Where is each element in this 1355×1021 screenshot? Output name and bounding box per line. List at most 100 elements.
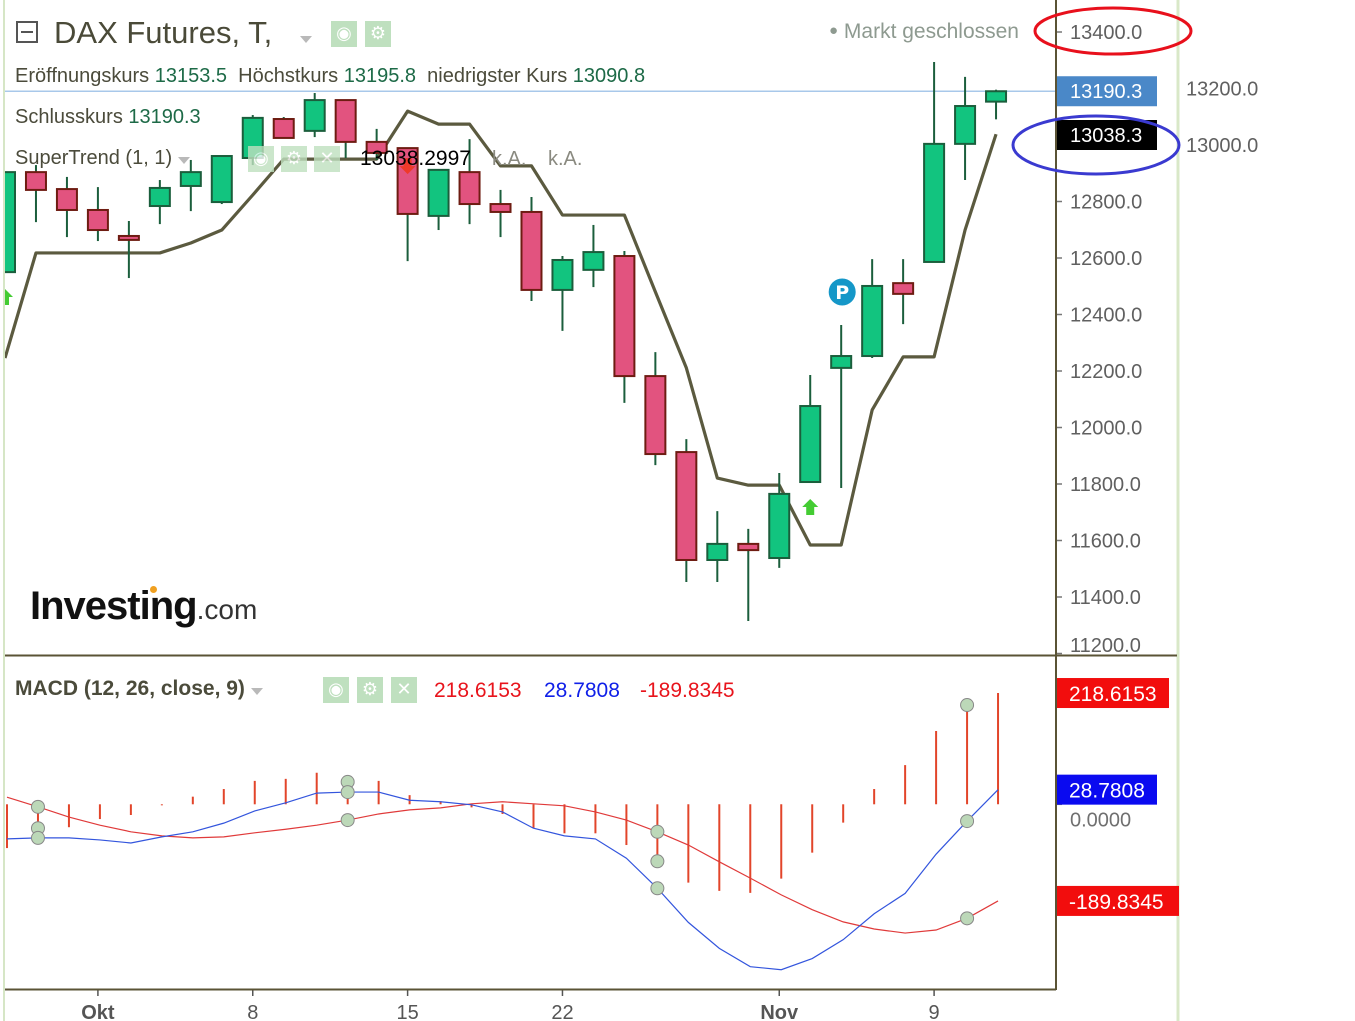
candle-up[interactable] — [923, 61, 946, 263]
crossover-marker — [960, 698, 975, 713]
candle-body — [303, 99, 326, 132]
candle-up[interactable] — [551, 256, 574, 331]
candle-body — [427, 168, 450, 217]
candle-up[interactable] — [179, 159, 202, 212]
collapse-icon[interactable] — [16, 21, 38, 43]
high-label: Höchstkurs — [238, 65, 339, 87]
candle-up[interactable] — [954, 76, 977, 181]
candle-down[interactable] — [334, 99, 357, 158]
supertrend-price-label: 13038.3 — [1070, 125, 1142, 147]
candle-body — [582, 251, 605, 271]
supertrend-dropdown-icon[interactable] — [177, 157, 190, 164]
candle-down[interactable] — [458, 139, 481, 225]
candle-down[interactable] — [644, 352, 667, 466]
supertrend-label: SuperTrend (1, 1) — [15, 147, 173, 169]
candle-up[interactable] — [210, 155, 233, 205]
crossover-marker — [30, 799, 45, 814]
candle-body — [737, 542, 760, 552]
macd-legend[interactable]: MACD (12, 26, close, 9) — [15, 677, 263, 701]
candle-up[interactable] — [768, 472, 791, 568]
price-tick-label: 11800.0 — [1070, 474, 1141, 496]
candle-down[interactable] — [613, 250, 636, 403]
candle-body — [86, 208, 109, 232]
candle-body — [830, 355, 853, 369]
gear-icon[interactable]: ⚙ — [365, 21, 391, 47]
candle-body — [179, 171, 202, 187]
macd-hist-value: 218.6153 — [434, 679, 522, 702]
price-axis[interactable]: 13400.0 13200.0 13000.0 12800.0 12600.0 12400… — [1056, 22, 1258, 657]
candle-body — [706, 542, 729, 561]
price-plot[interactable]: P — [0, 61, 1056, 622]
date-tick-label: Okt — [81, 1002, 115, 1021]
macd-line-label: 28.7808 — [1069, 780, 1145, 803]
candle-down[interactable] — [396, 147, 419, 262]
candle-up[interactable] — [303, 93, 326, 138]
candle-body — [613, 255, 636, 378]
candle-body — [117, 234, 140, 241]
price-tick-label: 12000.0 — [1070, 418, 1142, 440]
candle-down[interactable] — [892, 259, 915, 325]
p-marker-label: P — [835, 282, 849, 304]
close-icon[interactable]: ✕ — [314, 146, 340, 172]
close-label: Schlusskurs — [15, 106, 123, 128]
candle-up[interactable] — [799, 374, 822, 484]
macd-dropdown-icon[interactable] — [250, 688, 263, 695]
candle-down[interactable] — [24, 165, 47, 223]
sell-arrow-icon — [399, 158, 416, 175]
candle-down[interactable] — [489, 189, 512, 238]
candle-body — [365, 140, 388, 154]
candle-body — [210, 155, 233, 204]
candle-up[interactable] — [706, 511, 729, 583]
candle-down[interactable] — [365, 128, 388, 160]
crossover-marker — [340, 785, 355, 800]
date-axis[interactable]: Okt 8 15 22 Nov 9 — [81, 990, 940, 1021]
candle-up[interactable] — [830, 324, 853, 488]
price-tick-label: 12600.0 — [1070, 248, 1142, 270]
gear-icon[interactable]: ⚙ — [281, 146, 307, 172]
candle-down[interactable] — [520, 196, 543, 301]
candle-up[interactable] — [861, 259, 884, 359]
market-status: ● Markt geschlossen — [829, 20, 1019, 44]
macd-plot[interactable] — [6, 693, 1000, 971]
price-tick-label: 13000.0 — [1186, 135, 1258, 157]
p-marker-icon[interactable] — [827, 277, 857, 307]
low-value: 13090.8 — [572, 65, 646, 87]
candle-body — [768, 492, 791, 560]
low-label: niedrigster Kurs — [427, 65, 568, 87]
candle-down[interactable] — [86, 187, 109, 242]
eye-icon[interactable]: ◉ — [331, 21, 357, 47]
candle-down[interactable] — [55, 176, 78, 238]
open-value: 13153.5 — [154, 65, 228, 87]
gear-icon[interactable]: ⚙ — [357, 677, 383, 703]
candle-down[interactable] — [117, 220, 140, 279]
eye-icon[interactable]: ◉ — [323, 677, 349, 703]
candle-up[interactable] — [0, 171, 16, 274]
candle-down[interactable] — [737, 528, 760, 622]
supertrend-price-label-box — [1057, 120, 1157, 150]
crossover-marker — [650, 854, 665, 869]
date-tick-label: 8 — [247, 1002, 258, 1021]
candle-body — [24, 171, 47, 191]
candle-up[interactable] — [427, 168, 450, 231]
title-dropdown-icon[interactable] — [300, 30, 312, 48]
candle-body — [5, 171, 16, 274]
candle-up[interactable] — [985, 89, 1008, 120]
open-label: Eröffnungskurs — [15, 65, 150, 87]
close-value: 13190.3 — [128, 106, 201, 128]
eye-icon[interactable]: ◉ — [248, 146, 274, 172]
candle-down[interactable] — [675, 439, 698, 583]
candle-down[interactable] — [272, 117, 295, 139]
supertrend-value-3: k.A. — [548, 148, 583, 170]
macd-signal-label-box — [1057, 885, 1179, 916]
close-icon[interactable]: ✕ — [391, 677, 417, 703]
candle-body — [489, 203, 512, 213]
candle-up[interactable] — [148, 180, 171, 225]
supertrend-legend[interactable]: SuperTrend (1, 1) — [15, 147, 190, 170]
candle-up[interactable] — [582, 224, 605, 288]
candle-body — [272, 118, 295, 139]
date-tick-label: 15 — [396, 1002, 418, 1021]
price-tick-label: 11600.0 — [1070, 531, 1141, 553]
candle-body — [334, 99, 357, 143]
macd-axis[interactable]: 0.0000 218.6153 28.7808 -189.8345 — [1056, 678, 1179, 916]
